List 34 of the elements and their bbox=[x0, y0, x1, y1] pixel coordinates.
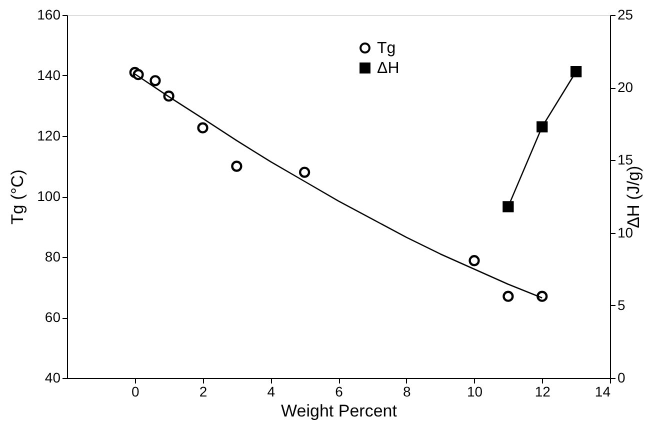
x-axis-title: Weight Percent bbox=[281, 402, 398, 420]
x-tick-label: 0 bbox=[131, 384, 140, 400]
point bbox=[502, 201, 514, 212]
y2-tick-label: 0 bbox=[618, 370, 626, 386]
x-tick-label: 2 bbox=[199, 384, 208, 400]
y2-tick-label: 25 bbox=[618, 6, 634, 22]
y-tick-label: 120 bbox=[37, 128, 61, 144]
point bbox=[502, 290, 514, 302]
x-tick-label: 4 bbox=[267, 384, 276, 400]
y2-tick-label: 5 bbox=[618, 296, 626, 313]
y-tick-label: 80 bbox=[44, 248, 61, 264]
y2-axis-title: ΔH (J/g) bbox=[624, 166, 644, 228]
point bbox=[298, 166, 310, 178]
y-tick-label: 140 bbox=[37, 67, 61, 83]
point bbox=[231, 160, 242, 172]
point bbox=[468, 255, 480, 266]
legend-label: Tg bbox=[377, 40, 396, 57]
x-tick-label: 14 bbox=[594, 384, 611, 400]
y2-tick-label: 20 bbox=[618, 79, 634, 96]
point bbox=[536, 121, 548, 132]
x-tick-label: 12 bbox=[534, 384, 551, 400]
y-tick-label: 160 bbox=[37, 6, 61, 22]
legend-label: ΔH bbox=[377, 60, 400, 77]
y-tick-label: 40 bbox=[44, 370, 61, 386]
y2-tick-label: 15 bbox=[618, 152, 634, 168]
y-tick-label: 100 bbox=[37, 188, 61, 204]
x-tick-label: 6 bbox=[335, 384, 344, 400]
x-tick-label: 10 bbox=[466, 384, 483, 400]
point bbox=[197, 122, 208, 134]
point bbox=[570, 66, 582, 78]
y-axis-title: Tg (°C) bbox=[8, 170, 28, 224]
y-tick-label: 60 bbox=[44, 309, 61, 325]
point bbox=[150, 75, 161, 86]
x-tick-label: 8 bbox=[402, 384, 411, 400]
